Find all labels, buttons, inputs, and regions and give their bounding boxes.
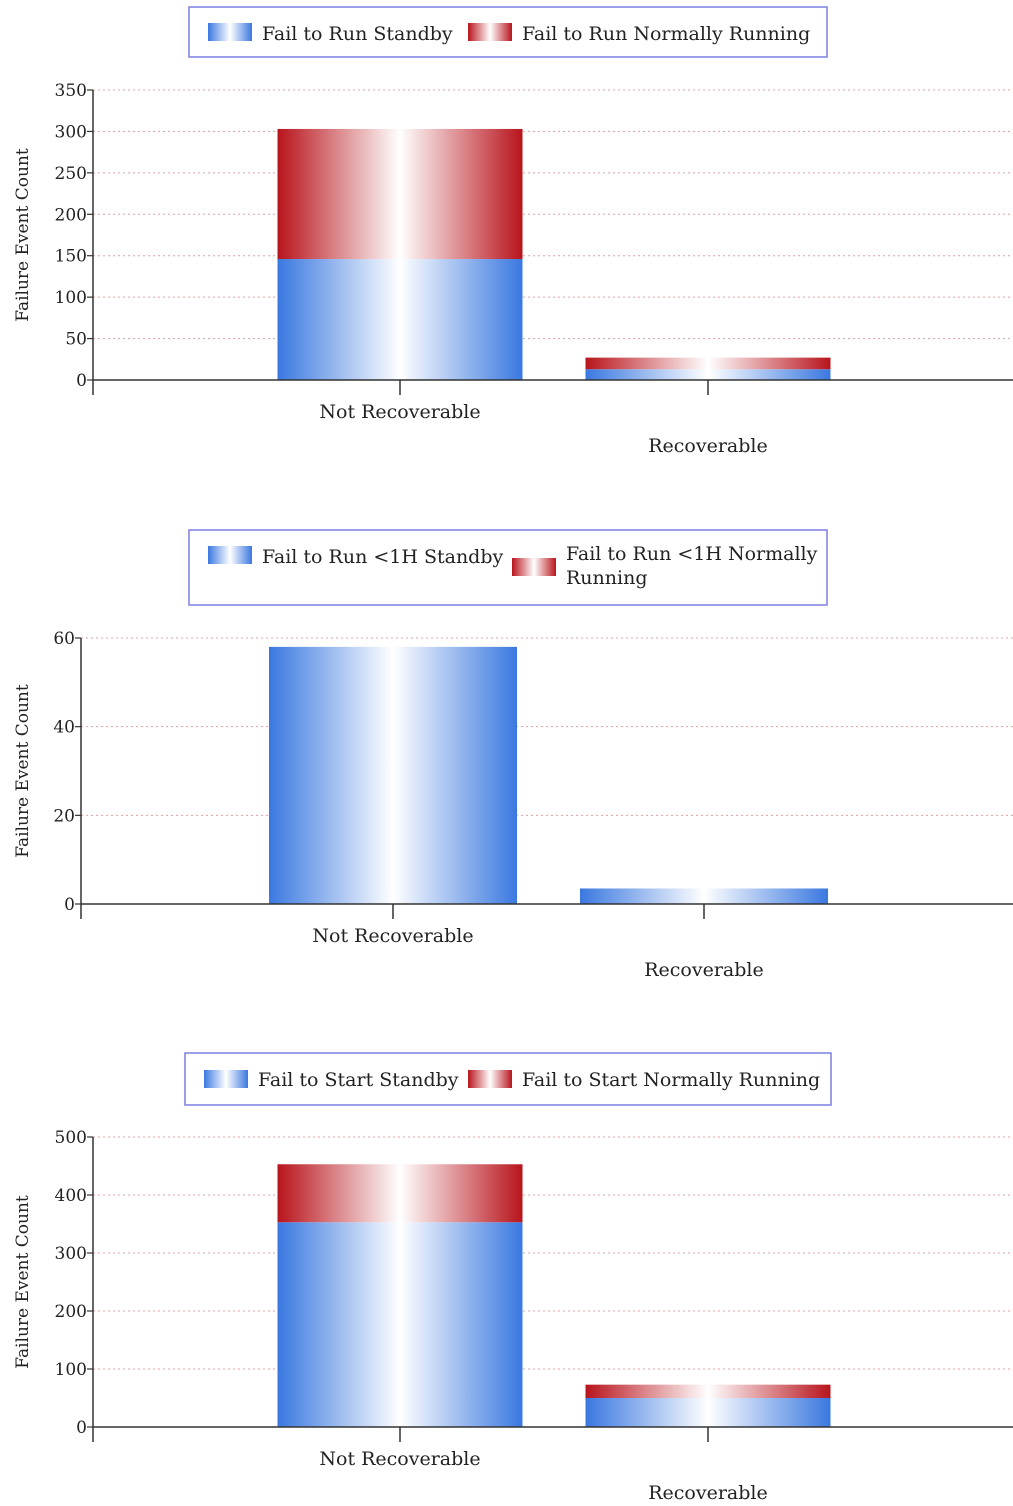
bar-standby-not-recoverable <box>269 646 517 904</box>
y-tick-label: 200 <box>55 205 87 225</box>
y-tick-label: 0 <box>76 1418 87 1438</box>
chart-fail-to-run: Fail to Run Standby Fail to Run Normally … <box>0 0 1013 500</box>
bar-running-recoverable <box>585 1384 831 1398</box>
legend-swatch-running <box>512 558 556 576</box>
y-tick-label: 60 <box>53 629 75 649</box>
legend-label-standby: Fail to Start Standby <box>258 1069 459 1091</box>
chart-fail-to-run-1h-svg: Fail to Run <1H Standby Fail to Run <1H N… <box>13 529 1013 981</box>
bar-running-recoverable <box>585 357 831 370</box>
x-tick-label: Not Recoverable <box>319 1448 480 1470</box>
y-tick-label: 150 <box>55 247 87 267</box>
bar-standby-recoverable <box>580 888 828 904</box>
bar-standby-recoverable <box>585 369 831 380</box>
y-tick-label: 350 <box>55 81 87 101</box>
bar-standby-not-recoverable <box>277 1222 523 1427</box>
y-tick-label: 20 <box>53 806 75 826</box>
bar-running-not-recoverable <box>277 1164 523 1223</box>
legend-swatch-standby <box>208 23 252 41</box>
x-tick-label: Not Recoverable <box>312 925 473 947</box>
x-tick-label: Recoverable <box>648 435 768 457</box>
legend-swatch-standby <box>208 546 252 564</box>
y-tick-label: 100 <box>55 288 87 308</box>
chart-fail-to-start-svg: Fail to Start Standby Fail to Start Norma… <box>13 1052 1013 1504</box>
legend-label-running: Fail to Run Normally Running <box>522 23 810 45</box>
legend-swatch-running <box>468 1070 512 1088</box>
y-tick-label: 0 <box>76 371 87 391</box>
chart-fail-to-start: Fail to Start Standby Fail to Start Norma… <box>0 1045 1013 1506</box>
chart-fail-to-run-svg: Fail to Run Standby Fail to Run Normally … <box>13 6 1013 457</box>
legend-label-standby: Fail to Run <1H Standby <box>262 546 504 568</box>
y-axis-label: Failure Event Count <box>13 684 33 858</box>
legend-swatch-standby <box>204 1070 248 1088</box>
legend-label-running: Fail to Run <1H Normally Running <box>566 543 818 589</box>
legend-label-running: Fail to Start Normally Running <box>522 1069 820 1091</box>
bar-standby-recoverable <box>585 1398 831 1427</box>
y-tick-label: 250 <box>55 164 87 184</box>
y-axis-label: Failure Event Count <box>13 1195 33 1369</box>
x-tick-label: Recoverable <box>644 959 764 981</box>
y-tick-label: 300 <box>55 1244 87 1264</box>
y-tick-label: 300 <box>55 122 87 142</box>
legend-box <box>188 529 828 606</box>
bar-running-not-recoverable <box>277 128 523 260</box>
chart-fail-to-run-1h: Fail to Run <1H Standby Fail to Run <1H N… <box>0 520 1013 1000</box>
legend-swatch-running <box>468 23 512 41</box>
y-tick-label: 40 <box>53 718 75 738</box>
bar-standby-not-recoverable <box>277 259 523 380</box>
y-tick-label: 50 <box>65 330 87 350</box>
y-tick-label: 200 <box>55 1302 87 1322</box>
y-tick-label: 0 <box>64 895 75 915</box>
legend-label-standby: Fail to Run Standby <box>262 23 453 45</box>
y-tick-label: 400 <box>55 1186 87 1206</box>
y-axis-label: Failure Event Count <box>13 148 33 322</box>
x-tick-label: Not Recoverable <box>319 401 480 423</box>
x-tick-label: Recoverable <box>648 1482 768 1504</box>
y-tick-label: 500 <box>55 1128 87 1148</box>
y-tick-label: 100 <box>55 1360 87 1380</box>
